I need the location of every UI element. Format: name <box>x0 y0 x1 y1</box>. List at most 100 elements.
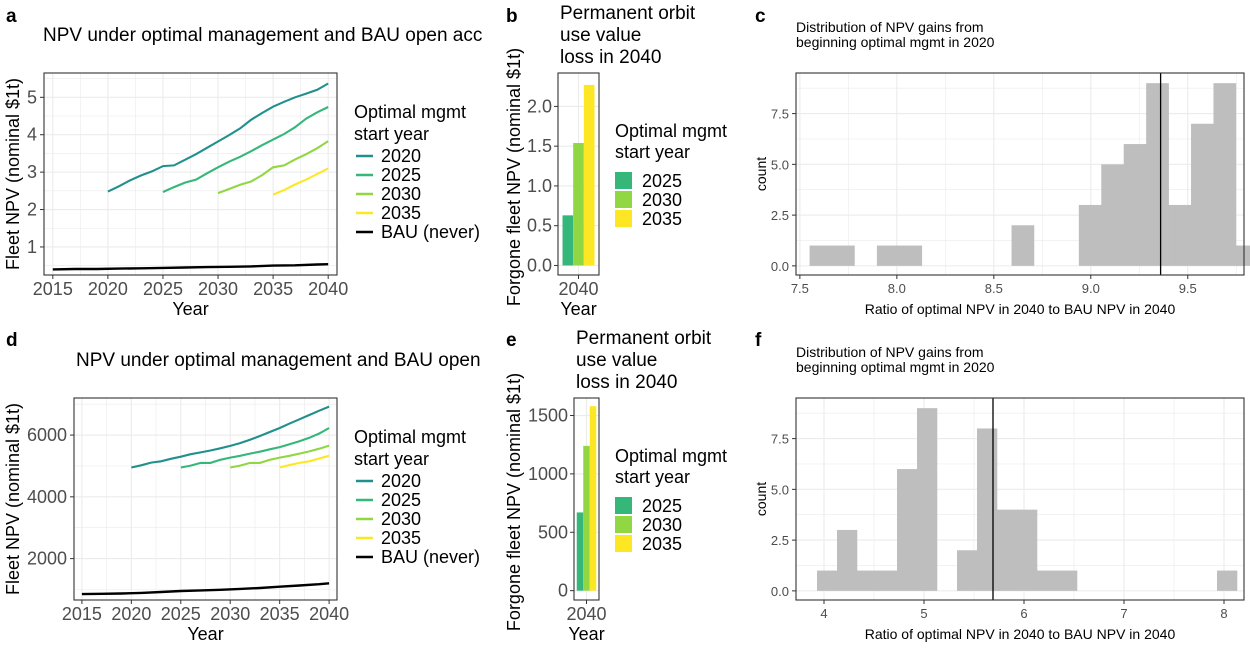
legend-key <box>615 191 632 208</box>
legend-title: Optimal mgmt <box>615 121 727 141</box>
legend-label: 2035 <box>381 203 421 223</box>
y-tick-label: 5.0 <box>771 157 789 172</box>
x-axis-title: Year <box>172 299 208 319</box>
y-tick-label: 1000 <box>528 464 568 484</box>
x-tick-label: 9.5 <box>1179 281 1197 296</box>
x-tick-label: 9.0 <box>1082 281 1100 296</box>
x-axis-title: Ratio of optimal NPV in 2040 to BAU NPV … <box>865 301 1176 317</box>
grid <box>44 73 337 275</box>
x-tick-label: 8 <box>1220 606 1227 621</box>
x-tick-label: 4 <box>820 606 827 621</box>
legend-key <box>615 210 632 227</box>
legend-title: start year <box>354 449 429 469</box>
legend-title: Optimal mgmt <box>354 102 466 122</box>
x-axis-title: Year <box>568 624 604 644</box>
legend-title: start year <box>615 467 690 487</box>
legend-label: 2030 <box>642 190 682 210</box>
x-tick-label: 2020 <box>88 279 128 299</box>
y-tick-label: 1 <box>27 237 37 257</box>
legend-key <box>615 535 632 552</box>
panel-label: f <box>755 330 762 351</box>
y-tick-label: 5.0 <box>771 482 789 497</box>
panel-border <box>795 397 1245 601</box>
histogram-bar <box>1037 570 1058 591</box>
histogram-bar <box>917 408 938 591</box>
y-tick-label: 3 <box>27 162 37 182</box>
histogram-bar <box>817 570 838 591</box>
y-tick-label: 1500 <box>528 406 568 426</box>
histogram-bar <box>1217 570 1238 591</box>
bar-2035 <box>589 406 597 591</box>
histogram-bar <box>1168 204 1192 266</box>
x-tick-label: 2020 <box>111 604 151 624</box>
legend-label: 2035 <box>642 534 682 554</box>
panel-c: c Distribution of NPV gains frombeginning… <box>753 6 1250 317</box>
x-tick-label: 6 <box>1020 606 1027 621</box>
panel-label: e <box>506 330 517 351</box>
histogram-bar <box>1146 83 1169 266</box>
y-tick-label: 4 <box>27 125 37 145</box>
histogram-bar <box>899 245 923 266</box>
y-tick-label: 2.0 <box>527 96 552 116</box>
chart-title: use value <box>576 350 657 371</box>
legend-label: 2025 <box>381 490 421 510</box>
legend-key <box>615 172 632 189</box>
x-tick-label: 2040 <box>566 604 606 624</box>
series-line-bau <box>52 263 329 271</box>
legend-label: 2025 <box>642 171 682 191</box>
y-tick-label: 2000 <box>27 549 67 569</box>
y-tick-label: 0.5 <box>527 216 552 236</box>
histogram-bar <box>1078 204 1102 266</box>
x-tick-label: 8.5 <box>985 281 1003 296</box>
histogram-bar <box>977 428 998 591</box>
histogram-bar <box>1191 123 1214 266</box>
x-tick-label: 2030 <box>198 279 238 299</box>
bar-2030 <box>573 142 584 266</box>
y-tick-label: 500 <box>538 522 568 542</box>
panel-border <box>43 72 338 276</box>
y-tick-label: 1.0 <box>527 176 552 196</box>
legend-label: BAU (never) <box>381 222 480 242</box>
x-tick-label: 8.0 <box>888 281 906 296</box>
histogram-bar <box>837 529 858 591</box>
legend-title: start year <box>354 124 429 144</box>
legend-key <box>615 497 632 514</box>
series-line-2020 <box>131 405 330 469</box>
panel-label: d <box>6 330 18 351</box>
bar-2025 <box>562 215 574 266</box>
panel-a: NPV under optimal management and BAU ope… <box>3 6 482 319</box>
y-tick-label: 2.5 <box>771 533 789 548</box>
x-tick-label: 2035 <box>260 604 300 624</box>
panel-border <box>73 397 338 601</box>
histogram-bar <box>1017 509 1038 591</box>
y-tick-label: 7.5 <box>771 107 789 122</box>
x-tick-label: 2025 <box>161 604 201 624</box>
series-line-2025 <box>162 106 329 193</box>
y-tick-label: 0.0 <box>771 259 789 274</box>
legend-title: Optimal mgmt <box>354 427 466 447</box>
y-tick-label: 0 <box>558 581 568 601</box>
x-tick-label: 7.5 <box>791 281 809 296</box>
bar-2025 <box>576 512 584 591</box>
chart-title: Distribution of NPV gains from <box>796 344 984 360</box>
x-tick-label: 2015 <box>33 279 73 299</box>
x-axis-title: Year <box>560 299 596 319</box>
series-line-2035 <box>279 454 330 469</box>
chart-title: beginning optimal mgmt in 2020 <box>796 34 995 50</box>
x-tick-label: 2040 <box>308 279 348 299</box>
x-tick-label: 5 <box>920 606 927 621</box>
legend-label: 2030 <box>381 184 421 204</box>
y-axis-title: Fleet NPV (nominal $1t) <box>3 78 23 270</box>
y-tick-label: 2.5 <box>771 208 789 223</box>
x-axis-title: Year <box>187 624 223 644</box>
series-line-2030 <box>230 444 330 469</box>
y-tick-label: 6000 <box>27 425 67 445</box>
histogram-bar <box>832 245 855 266</box>
histogram-bar <box>1057 570 1078 591</box>
y-tick-label: 0.0 <box>527 255 552 275</box>
chart-title: NPV under optimal management and BAU ope… <box>43 25 482 46</box>
y-tick-label: 0.0 <box>771 584 789 599</box>
x-tick-label: 2040 <box>309 604 349 624</box>
